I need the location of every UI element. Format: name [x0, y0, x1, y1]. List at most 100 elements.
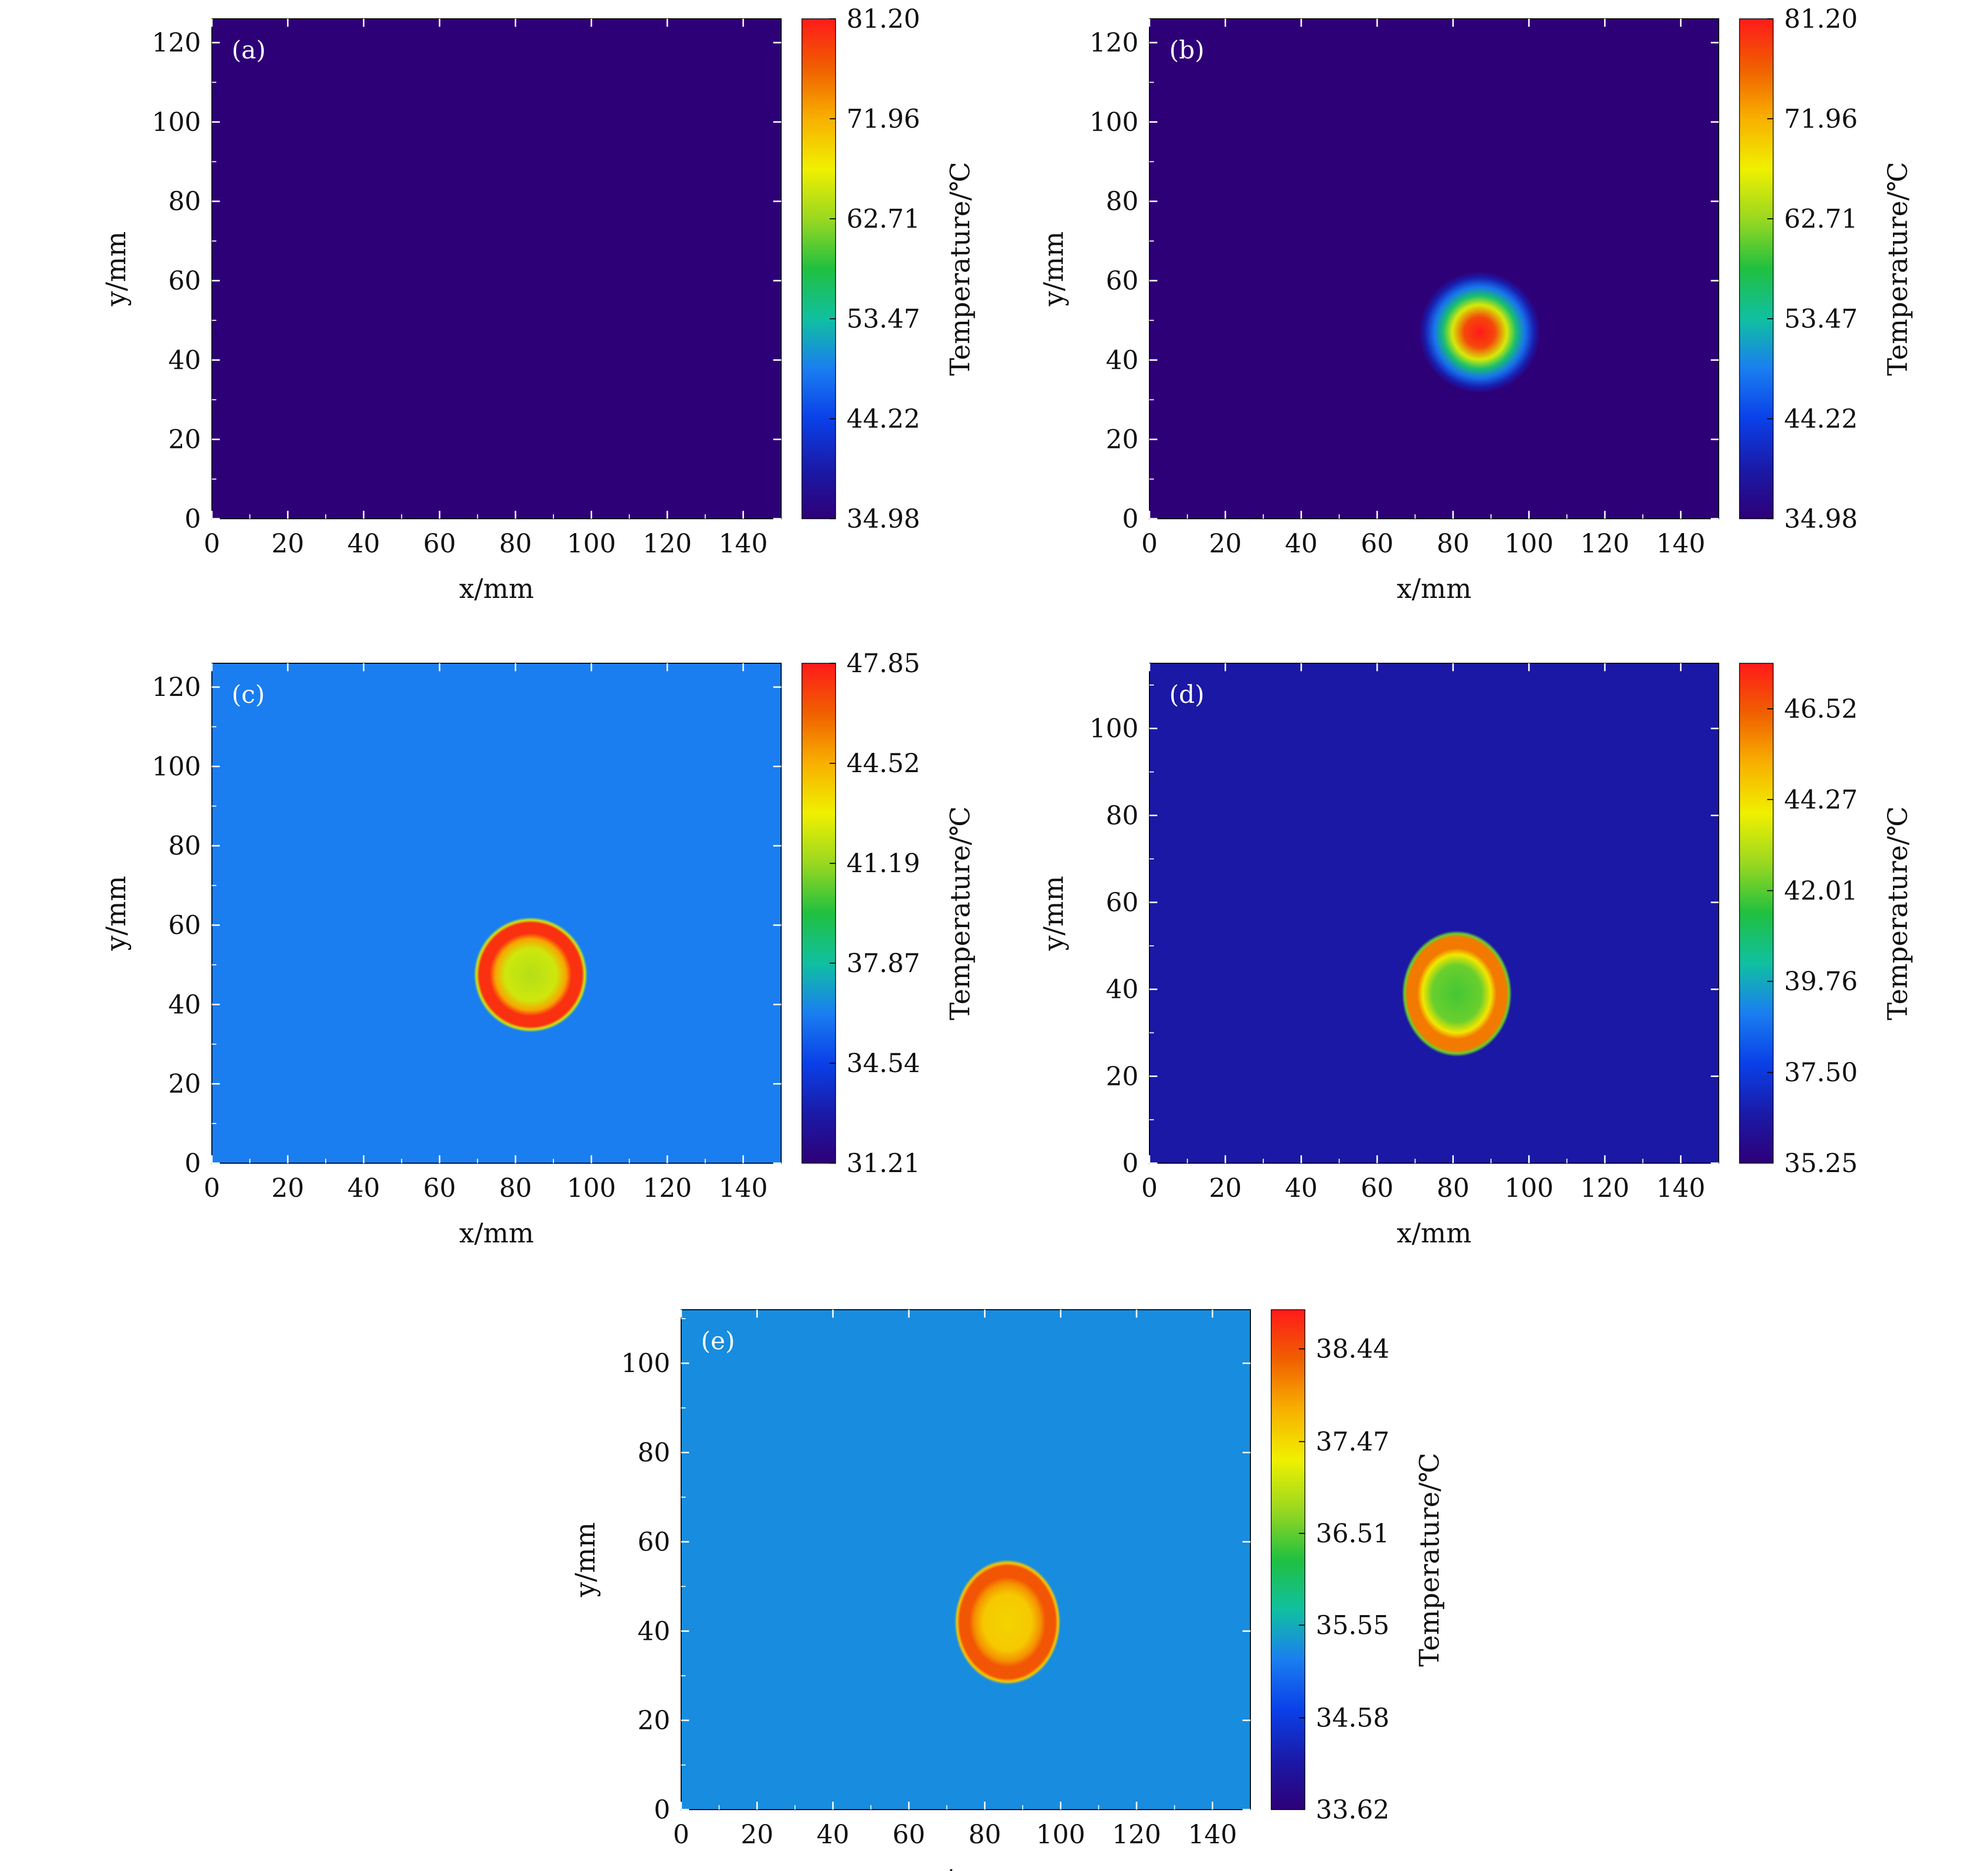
y-tick-label: 120 — [152, 28, 201, 58]
x-tick-label: 120 — [1580, 1174, 1629, 1203]
colorbar-frame — [1739, 663, 1774, 1164]
x-tick-label: 120 — [643, 1174, 692, 1203]
panel-label: (c) — [232, 680, 265, 709]
colorbar-tick-label: 53.47 — [846, 304, 920, 334]
y-tick-label: 100 — [152, 107, 201, 137]
y-tick-label: 40 — [1106, 975, 1139, 1005]
colorbar-tick-label: 47.85 — [846, 649, 920, 679]
plot-frame — [1149, 18, 1719, 519]
x-tick-label: 20 — [271, 1174, 304, 1203]
x-tick-label: 60 — [893, 1820, 925, 1850]
x-tick-label: 140 — [1656, 1174, 1705, 1203]
colorbar-tick-label: 53.47 — [1784, 304, 1858, 334]
x-tick-label: 0 — [203, 1174, 220, 1203]
x-axis-label: x/mm — [1396, 1218, 1471, 1249]
heatmap-background — [1149, 19, 1719, 519]
colorbar-tick-label: 31.21 — [846, 1149, 920, 1179]
x-tick-label: 0 — [1141, 1174, 1157, 1203]
colorbar-frame — [1271, 1309, 1305, 1810]
y-axis-label: y/mm — [100, 231, 132, 306]
x-tick-label: 80 — [499, 529, 532, 559]
y-tick-label: 80 — [1106, 801, 1139, 831]
x-axis-label: x/mm — [1396, 573, 1471, 604]
y-axis-label: y/mm — [1038, 876, 1069, 951]
x-tick-label: 60 — [423, 529, 456, 559]
colorbar — [1740, 19, 1773, 519]
colorbar-tick-label: 37.87 — [846, 949, 920, 979]
x-tick-label: 0 — [1141, 529, 1157, 559]
x-axis-label: x/mm — [459, 1218, 534, 1249]
x-tick-label: 60 — [1361, 1174, 1393, 1203]
hot-spot — [954, 1560, 1061, 1685]
heatmap-background — [681, 1310, 1250, 1810]
y-tick-label: 0 — [185, 1149, 201, 1179]
x-tick-label: 20 — [271, 529, 304, 559]
y-tick-label: 60 — [168, 266, 201, 296]
x-tick-label: 60 — [423, 1174, 456, 1203]
colorbar-label: Temperature/℃ — [1882, 162, 1913, 376]
y-tick-label: 100 — [152, 752, 201, 782]
x-tick-label: 40 — [1285, 1174, 1318, 1203]
y-tick-label: 0 — [185, 504, 201, 534]
x-tick-label: 100 — [567, 529, 616, 559]
y-tick-label: 20 — [1106, 425, 1139, 455]
colorbar-tick-label: 81.20 — [846, 4, 920, 34]
y-tick-label: 80 — [638, 1438, 670, 1468]
colorbar-tick-label: 35.55 — [1316, 1611, 1390, 1640]
x-tick-label: 60 — [1361, 529, 1393, 559]
colorbar-tick-label: 36.51 — [1316, 1519, 1390, 1549]
x-tick-label: 140 — [719, 529, 768, 559]
x-tick-label: 40 — [1285, 529, 1318, 559]
y-tick-label: 100 — [1090, 714, 1139, 744]
x-tick-label: 140 — [719, 1174, 768, 1203]
colorbar-frame — [801, 18, 836, 519]
x-tick-label: 80 — [1437, 529, 1469, 559]
x-tick-label: 0 — [203, 529, 220, 559]
x-tick-label: 80 — [499, 1174, 532, 1203]
colorbar-tick-label: 71.96 — [846, 104, 920, 134]
panel-label: (a) — [232, 36, 266, 64]
x-tick-label: 0 — [673, 1820, 689, 1850]
y-tick-label: 40 — [168, 990, 201, 1020]
y-axis-label: y/mm — [1038, 231, 1069, 306]
panel-label: (b) — [1169, 36, 1204, 64]
x-tick-label: 140 — [1656, 529, 1705, 559]
y-tick-label: 60 — [638, 1527, 670, 1557]
x-tick-label: 120 — [1580, 529, 1629, 559]
colorbar-min-label: 35.25 — [1784, 1149, 1858, 1179]
hot-spot — [474, 917, 588, 1033]
x-tick-label: 20 — [741, 1820, 773, 1850]
y-tick-label: 80 — [168, 832, 201, 861]
y-axis-label: y/mm — [100, 876, 132, 951]
panel-e: 0 20 40 60 80 100 120 140 0 20 40 60 80 100 x/mm y/mm (e… — [570, 1309, 1445, 1871]
colorbar — [802, 19, 836, 519]
plot-frame — [211, 663, 782, 1164]
x-tick-label: 40 — [817, 1820, 849, 1850]
panel-label: (e) — [701, 1327, 735, 1355]
y-axis-label: y/mm — [570, 1522, 601, 1597]
plot-frame — [211, 18, 782, 519]
colorbar-label: Temperature/℃ — [944, 806, 976, 1020]
heatmap-background — [1149, 663, 1719, 1163]
colorbar-tick-label: 44.22 — [846, 404, 920, 434]
plot-frame — [1149, 663, 1719, 1164]
y-tick-label: 0 — [1122, 1149, 1139, 1179]
x-tick-label: 80 — [1437, 1174, 1469, 1203]
colorbar-label: Temperature/℃ — [944, 162, 976, 376]
colorbar — [802, 663, 836, 1163]
y-tick-label: 60 — [168, 911, 201, 940]
y-tick-label: 20 — [1106, 1062, 1139, 1091]
panel-a: 0 20 40 60 80 100 120 140 0 20 40 60 80 100 120 x/mm y/m… — [100, 4, 976, 604]
y-tick-label: 120 — [152, 673, 201, 702]
colorbar-tick-label: 41.19 — [846, 849, 920, 879]
heatmap-background — [212, 19, 781, 519]
x-tick-label: 100 — [567, 1174, 616, 1203]
colorbar-tick-label: 62.71 — [1784, 204, 1858, 234]
x-tick-label: 40 — [348, 529, 380, 559]
x-tick-label: 20 — [1209, 1174, 1242, 1203]
colorbar-tick-label: 46.52 — [1784, 694, 1858, 724]
colorbar-frame — [801, 663, 836, 1164]
x-tick-label: 80 — [968, 1820, 1001, 1850]
x-axis-label: x/mm — [928, 1864, 1003, 1871]
